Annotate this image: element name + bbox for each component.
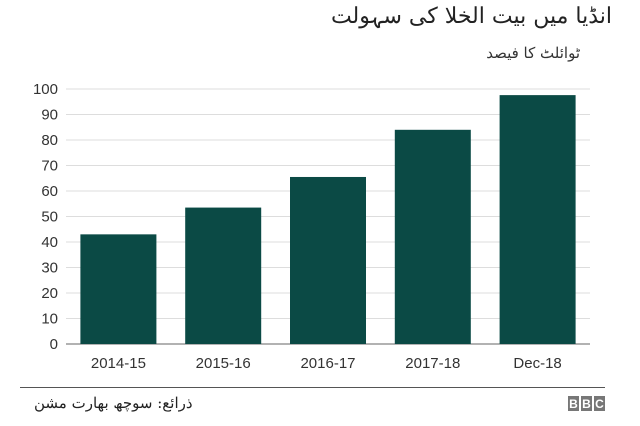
y-tick-label: 30 xyxy=(41,260,58,277)
y-tick-label: 100 xyxy=(33,81,58,98)
y-tick-label: 70 xyxy=(41,158,58,175)
x-tick-label: 2014-15 xyxy=(91,355,146,372)
bar xyxy=(80,234,157,344)
bar xyxy=(394,129,471,344)
bar xyxy=(499,95,576,345)
source-note: ذرائع: سوچھ بھارت مشن xyxy=(34,394,193,412)
y-tick-label: 60 xyxy=(41,183,58,200)
x-tick-label: 2017-18 xyxy=(405,355,460,372)
chart-subtitle: ٹوائلٹ کا فیصد xyxy=(486,44,580,62)
bar-chart: 0 10 20 30 40 50 60 70 80 90 100 2014-15 2015-16 2016… xyxy=(33,81,590,372)
footer-divider xyxy=(20,387,605,388)
x-tick-label: 2016-17 xyxy=(300,355,355,372)
bar xyxy=(290,176,366,344)
y-tick-label: 10 xyxy=(41,311,58,328)
y-tick-label: 40 xyxy=(41,234,58,251)
y-tick-label: 0 xyxy=(50,336,58,353)
bar xyxy=(185,207,262,344)
y-tick-label: 50 xyxy=(41,209,58,226)
y-tick-label: 90 xyxy=(41,107,58,124)
chart-title: انڈیا میں بیت الخلا کی سہولت xyxy=(330,4,612,29)
x-tick-label: Dec-18 xyxy=(513,355,561,372)
y-tick-label: 20 xyxy=(41,285,58,302)
x-tick-label: 2015-16 xyxy=(196,355,251,372)
y-tick-label: 80 xyxy=(41,132,58,149)
